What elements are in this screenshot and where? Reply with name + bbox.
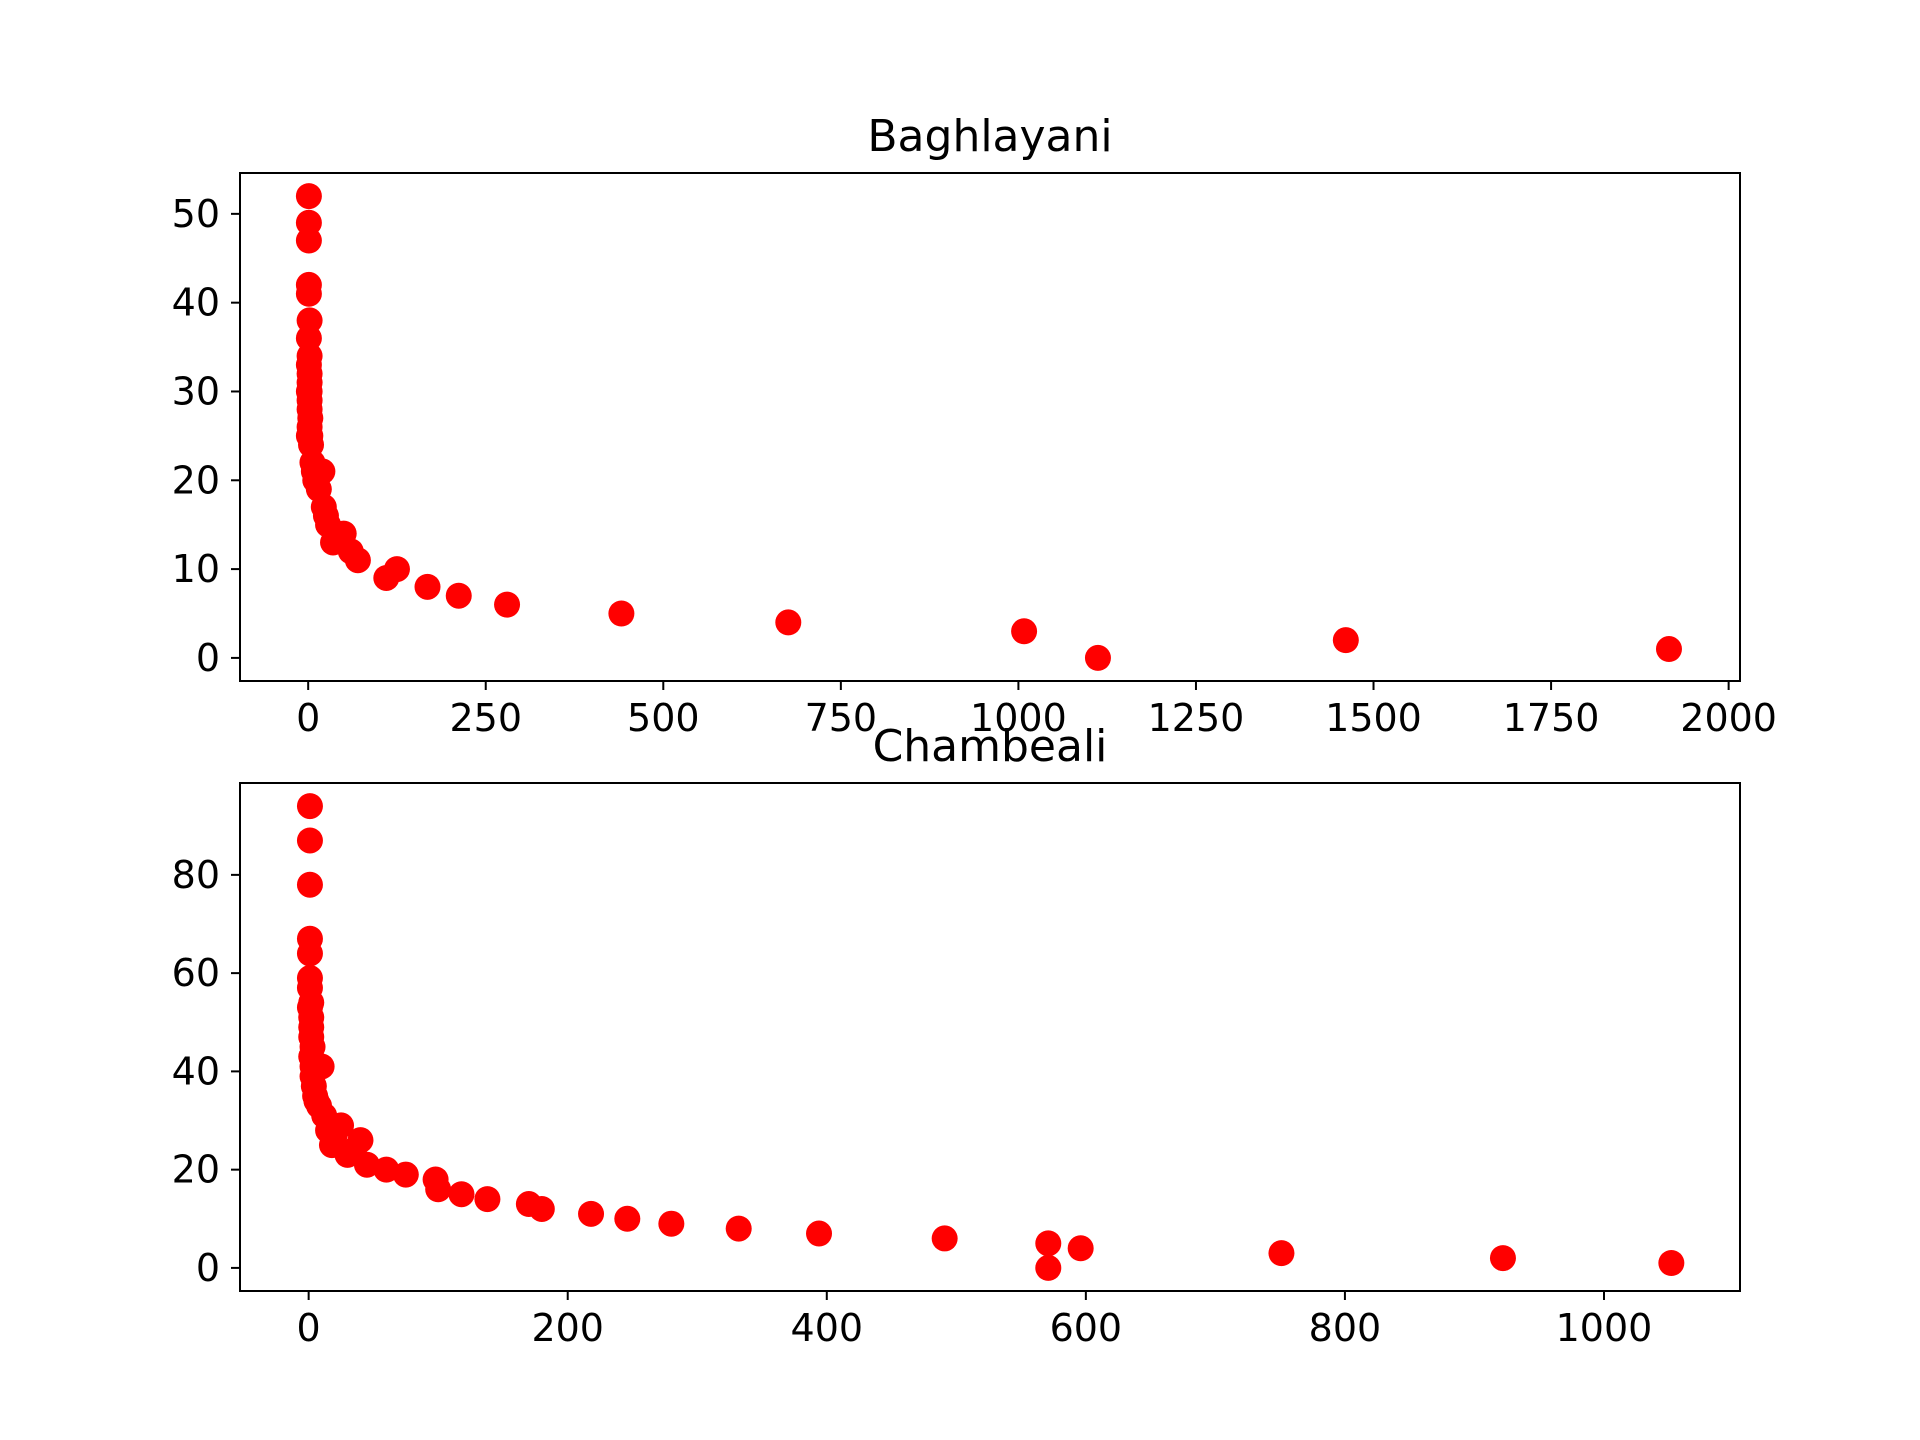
data-point [1084, 644, 1111, 671]
data-point [1035, 1230, 1062, 1257]
x-tick-label: 1250 [1148, 696, 1245, 740]
data-point [775, 609, 802, 636]
x-tick-label: 1000 [970, 696, 1067, 740]
data-point [1489, 1245, 1516, 1272]
x-tick-label: 400 [791, 1306, 864, 1350]
axes-frame [239, 172, 1741, 682]
data-point [806, 1220, 833, 1247]
data-point [578, 1200, 605, 1227]
chart-title: Chambeali [873, 721, 1108, 772]
data-point [425, 1176, 452, 1203]
data-point [308, 1053, 335, 1080]
data-point [296, 827, 323, 854]
data-point [474, 1186, 501, 1213]
chart-panel-2: Chambeali 0 200 400 600 800 1000 0 20 40 60 80 [172, 721, 1741, 1350]
data-point [347, 1127, 374, 1154]
data-point [296, 793, 323, 820]
x-tick-label: 0 [296, 696, 320, 740]
y-tick-label: 60 [172, 951, 220, 995]
data-point [725, 1215, 752, 1242]
data-point [1268, 1240, 1295, 1267]
x-tick-label: 600 [1050, 1306, 1123, 1350]
x-tick-label: 0 [297, 1306, 321, 1350]
data-point [614, 1205, 641, 1232]
y-tick-label: 40 [172, 281, 220, 325]
data-point [373, 1156, 400, 1183]
data-point [1011, 618, 1038, 645]
x-tick-label: 2000 [1680, 696, 1777, 740]
y-tick-label: 20 [172, 1148, 220, 1192]
data-point [353, 1151, 380, 1178]
data-point [494, 591, 521, 618]
x-tick-label: 500 [627, 696, 700, 740]
data-point [528, 1195, 555, 1222]
data-point [295, 183, 322, 210]
data-point [608, 600, 635, 627]
x-tick-label: 200 [531, 1306, 604, 1350]
x-tick-label: 1750 [1503, 696, 1600, 740]
data-point [445, 582, 472, 609]
x-tick-label: 800 [1309, 1306, 1382, 1350]
data-point [344, 547, 371, 574]
x-tick-label: 250 [449, 696, 522, 740]
data-point [295, 227, 322, 254]
y-tick-label: 80 [172, 853, 220, 897]
x-tick-label: 1000 [1556, 1306, 1653, 1350]
data-point [392, 1161, 419, 1188]
data-point [1332, 627, 1359, 654]
y-tick-label: 10 [172, 547, 220, 591]
y-tick-label: 20 [172, 458, 220, 502]
y-tick-label: 0 [196, 1246, 220, 1290]
axes-frame [239, 782, 1741, 1292]
data-point [1658, 1249, 1685, 1276]
y-tick-label: 40 [172, 1049, 220, 1093]
data-point [414, 573, 441, 600]
data-point [296, 871, 323, 898]
chart-title: Baghlayani [867, 111, 1112, 162]
data-point [309, 458, 336, 485]
data-point [1035, 1254, 1062, 1281]
y-tick-label: 0 [196, 636, 220, 680]
data-point [931, 1225, 958, 1252]
data-point [328, 1112, 355, 1139]
data-point [296, 940, 323, 967]
y-tick-label: 50 [172, 192, 220, 236]
x-tick-label: 1500 [1325, 696, 1422, 740]
data-point [1655, 636, 1682, 663]
x-tick-label: 750 [805, 696, 878, 740]
y-tick-label: 30 [172, 369, 220, 413]
data-point [295, 209, 322, 236]
data-point [448, 1181, 475, 1208]
data-point [1067, 1235, 1094, 1262]
data-point [295, 280, 322, 307]
data-point [383, 556, 410, 583]
data-point [658, 1210, 685, 1237]
